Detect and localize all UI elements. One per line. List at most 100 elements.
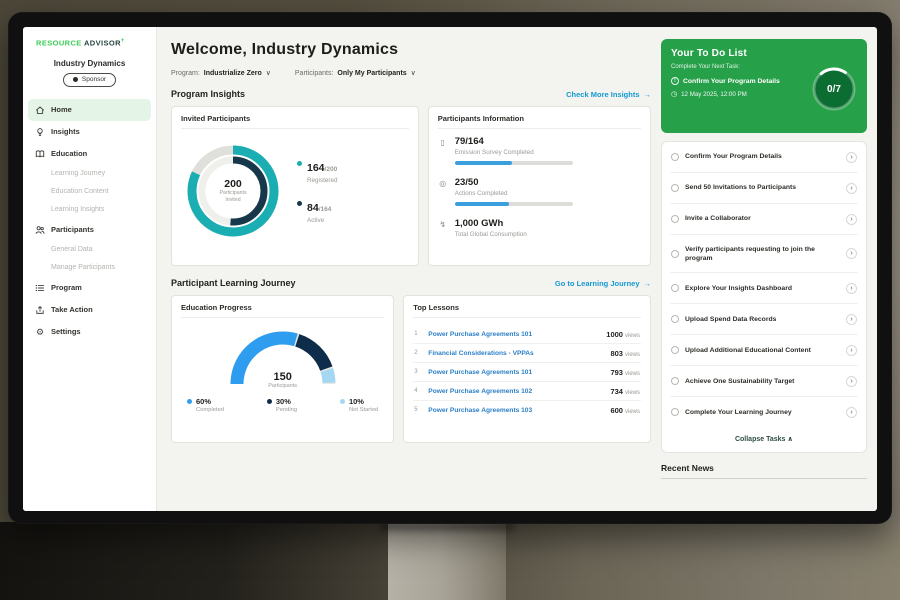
lesson-title-link[interactable]: Power Purchase Agreements 103 xyxy=(428,406,533,414)
clock-icon: ◷ xyxy=(671,91,678,98)
lesson-rank: 4 xyxy=(414,388,418,394)
sidebar-item-general-data[interactable]: General Data xyxy=(51,246,93,253)
metric-row-actions: ◎ 23/50 Actions Completed xyxy=(438,177,641,206)
insights-icon xyxy=(37,127,43,136)
collapse-tasks-link[interactable]: Collapse Tasks ∧ xyxy=(734,436,794,444)
lesson-title-link[interactable]: Power Purchase Agreements 101 xyxy=(428,368,533,376)
metric-label: Actions Completed xyxy=(454,190,508,197)
chevron-right-icon[interactable]: › xyxy=(846,375,857,387)
sidebar-item-home[interactable]: Home xyxy=(28,98,151,121)
metric-value: 79/164 xyxy=(454,136,484,147)
chevron-right-icon[interactable]: › xyxy=(846,182,857,194)
todo-task-item[interactable]: Explore Your Insights Dashboard › xyxy=(670,273,858,305)
metric-label: Total Global Consumption xyxy=(454,231,527,238)
sidebar-item-education[interactable]: Education xyxy=(23,143,156,165)
settings-gear-icon: ⚙ xyxy=(35,326,45,337)
lesson-row: 3 Power Purchase Agreements 101 793 views xyxy=(413,363,641,382)
legend-dot xyxy=(339,399,345,404)
gauge-center-value: 150 xyxy=(273,371,292,383)
card-title: Top Lessons xyxy=(413,303,641,318)
task-checkbox[interactable] xyxy=(671,346,679,355)
chevron-right-icon[interactable]: › xyxy=(846,248,857,260)
todo-panel: Your To Do List Complete Your Next Task:… xyxy=(661,27,877,511)
sponsor-badge[interactable]: Sponsor xyxy=(62,72,117,87)
chevron-right-icon[interactable]: › xyxy=(846,313,857,325)
lesson-rank: 2 xyxy=(414,350,418,356)
task-checkbox[interactable] xyxy=(671,249,679,258)
donut-center-value: 200 xyxy=(224,178,242,191)
energy-icon: ↯ xyxy=(439,220,447,229)
donut-active-arc xyxy=(198,156,268,226)
sidebar-item-program[interactable]: Program xyxy=(23,277,156,299)
task-checkbox[interactable] xyxy=(671,284,679,293)
sidebar-item-education-content[interactable]: Education Content xyxy=(51,188,109,195)
todo-task-item[interactable]: Complete Your Learning Journey › xyxy=(670,397,858,427)
sponsor-label: Sponsor xyxy=(81,76,107,83)
sidebar-item-insights[interactable]: Insights xyxy=(23,121,156,143)
progress-fill xyxy=(454,202,509,206)
todo-task-item[interactable]: Send 50 Invitations to Participants › xyxy=(670,173,858,204)
check-more-insights-link[interactable]: Check More Insights → xyxy=(566,89,651,99)
chevron-right-icon[interactable]: › xyxy=(846,213,857,225)
sidebar-item-take-action[interactable]: Take Action xyxy=(23,299,156,321)
education-icon xyxy=(35,149,45,157)
donut-registered-arc xyxy=(187,145,279,237)
chevron-right-icon[interactable]: › xyxy=(846,282,857,294)
chevron-down-icon: ∨ xyxy=(265,70,271,77)
todo-task-item[interactable]: Achieve One Sustainability Target › xyxy=(670,366,858,398)
todo-progress-value: 0/7 xyxy=(827,83,841,95)
task-checkbox[interactable] xyxy=(671,408,679,417)
legend-dot xyxy=(297,161,302,166)
task-checkbox[interactable] xyxy=(671,315,679,324)
todo-task-item[interactable]: Upload Spend Data Records › xyxy=(670,304,858,336)
todo-task-item[interactable]: Verify participants requesting to join t… xyxy=(670,235,858,274)
go-to-learning-journey-link[interactable]: Go to Learning Journey → xyxy=(554,278,651,288)
task-checkbox[interactable] xyxy=(671,184,679,192)
legend-item-active: 84/164 Active xyxy=(297,198,337,224)
lesson-row: 1 Power Purchase Agreements 101 1000 view… xyxy=(413,325,641,344)
todo-progress-ring: 0/7 xyxy=(811,66,857,112)
program-select-label: Program: xyxy=(171,69,200,77)
filter-bar: Program: Industrialize Zero ∨ Participan… xyxy=(171,69,651,78)
lesson-row: 4 Power Purchase Agreements 102 734 views xyxy=(413,382,641,401)
sidebar-item-participants[interactable]: Participants xyxy=(23,219,156,241)
task-checkbox[interactable] xyxy=(671,377,679,386)
sidebar: RESOURCE ADVISOR+ Industry Dynamics Spon… xyxy=(23,27,157,511)
todo-task-item[interactable]: Confirm Your Program Details › xyxy=(670,142,858,173)
participants-select[interactable]: Participants: Only My Participants ∨ xyxy=(295,69,416,78)
metric-label: Emission Survey Completed xyxy=(454,149,534,156)
section-title-program-insights: Program Insights xyxy=(171,89,246,99)
sidebar-item-settings[interactable]: ⚙ Settings xyxy=(35,326,81,337)
lesson-views: 793 views xyxy=(610,367,640,377)
gauge-center-label: Participants xyxy=(268,383,298,389)
next-task[interactable]: ! Confirm Your Program Details xyxy=(671,77,811,85)
chevron-right-icon[interactable]: › xyxy=(846,406,857,418)
chevron-right-icon[interactable]: › xyxy=(846,344,857,356)
metric-value: 23/50 xyxy=(454,177,479,188)
todo-task-item[interactable]: Upload Additional Educational Content › xyxy=(670,335,858,367)
chevron-right-icon[interactable]: › xyxy=(846,151,857,163)
invited-participants-donut-chart: 200 Participants Invited xyxy=(181,139,285,243)
lesson-views: 734 views xyxy=(610,386,640,396)
legend-item-completed: 60% Completed xyxy=(187,397,224,413)
legend-dot xyxy=(187,399,192,404)
legend-dot xyxy=(297,201,302,206)
legend-item-pending: 30% Pending xyxy=(266,397,297,413)
recent-news-section: Recent News xyxy=(661,463,867,480)
sidebar-item-learning-journey[interactable]: Learning Journey xyxy=(51,170,106,177)
sidebar-item-manage-participants[interactable]: Manage Participants xyxy=(51,264,115,271)
lesson-title-link[interactable]: Power Purchase Agreements 101 xyxy=(428,330,533,338)
lesson-title-link[interactable]: Financial Considerations - VPPAs xyxy=(428,349,534,357)
sidebar-item-learning-insights[interactable]: Learning Insights xyxy=(51,206,105,213)
lesson-title-link[interactable]: Power Purchase Agreements 102 xyxy=(428,387,533,395)
program-select[interactable]: Program: Industrialize Zero ∨ xyxy=(171,69,271,78)
task-checkbox[interactable] xyxy=(671,153,679,161)
top-lessons-card: Top Lessons 1 Power Purchase Agreements … xyxy=(403,295,651,443)
task-checkbox[interactable] xyxy=(671,215,679,223)
home-icon xyxy=(36,106,44,114)
logo-resource: RESOURCE xyxy=(36,38,82,48)
metric-row-consumption: ↯ 1,000 GWh Total Global Consumption xyxy=(438,218,641,243)
lesson-views: 803 views xyxy=(610,348,640,358)
lesson-rank: 3 xyxy=(414,369,418,375)
todo-task-item[interactable]: Invite a Collaborator › xyxy=(670,204,858,235)
